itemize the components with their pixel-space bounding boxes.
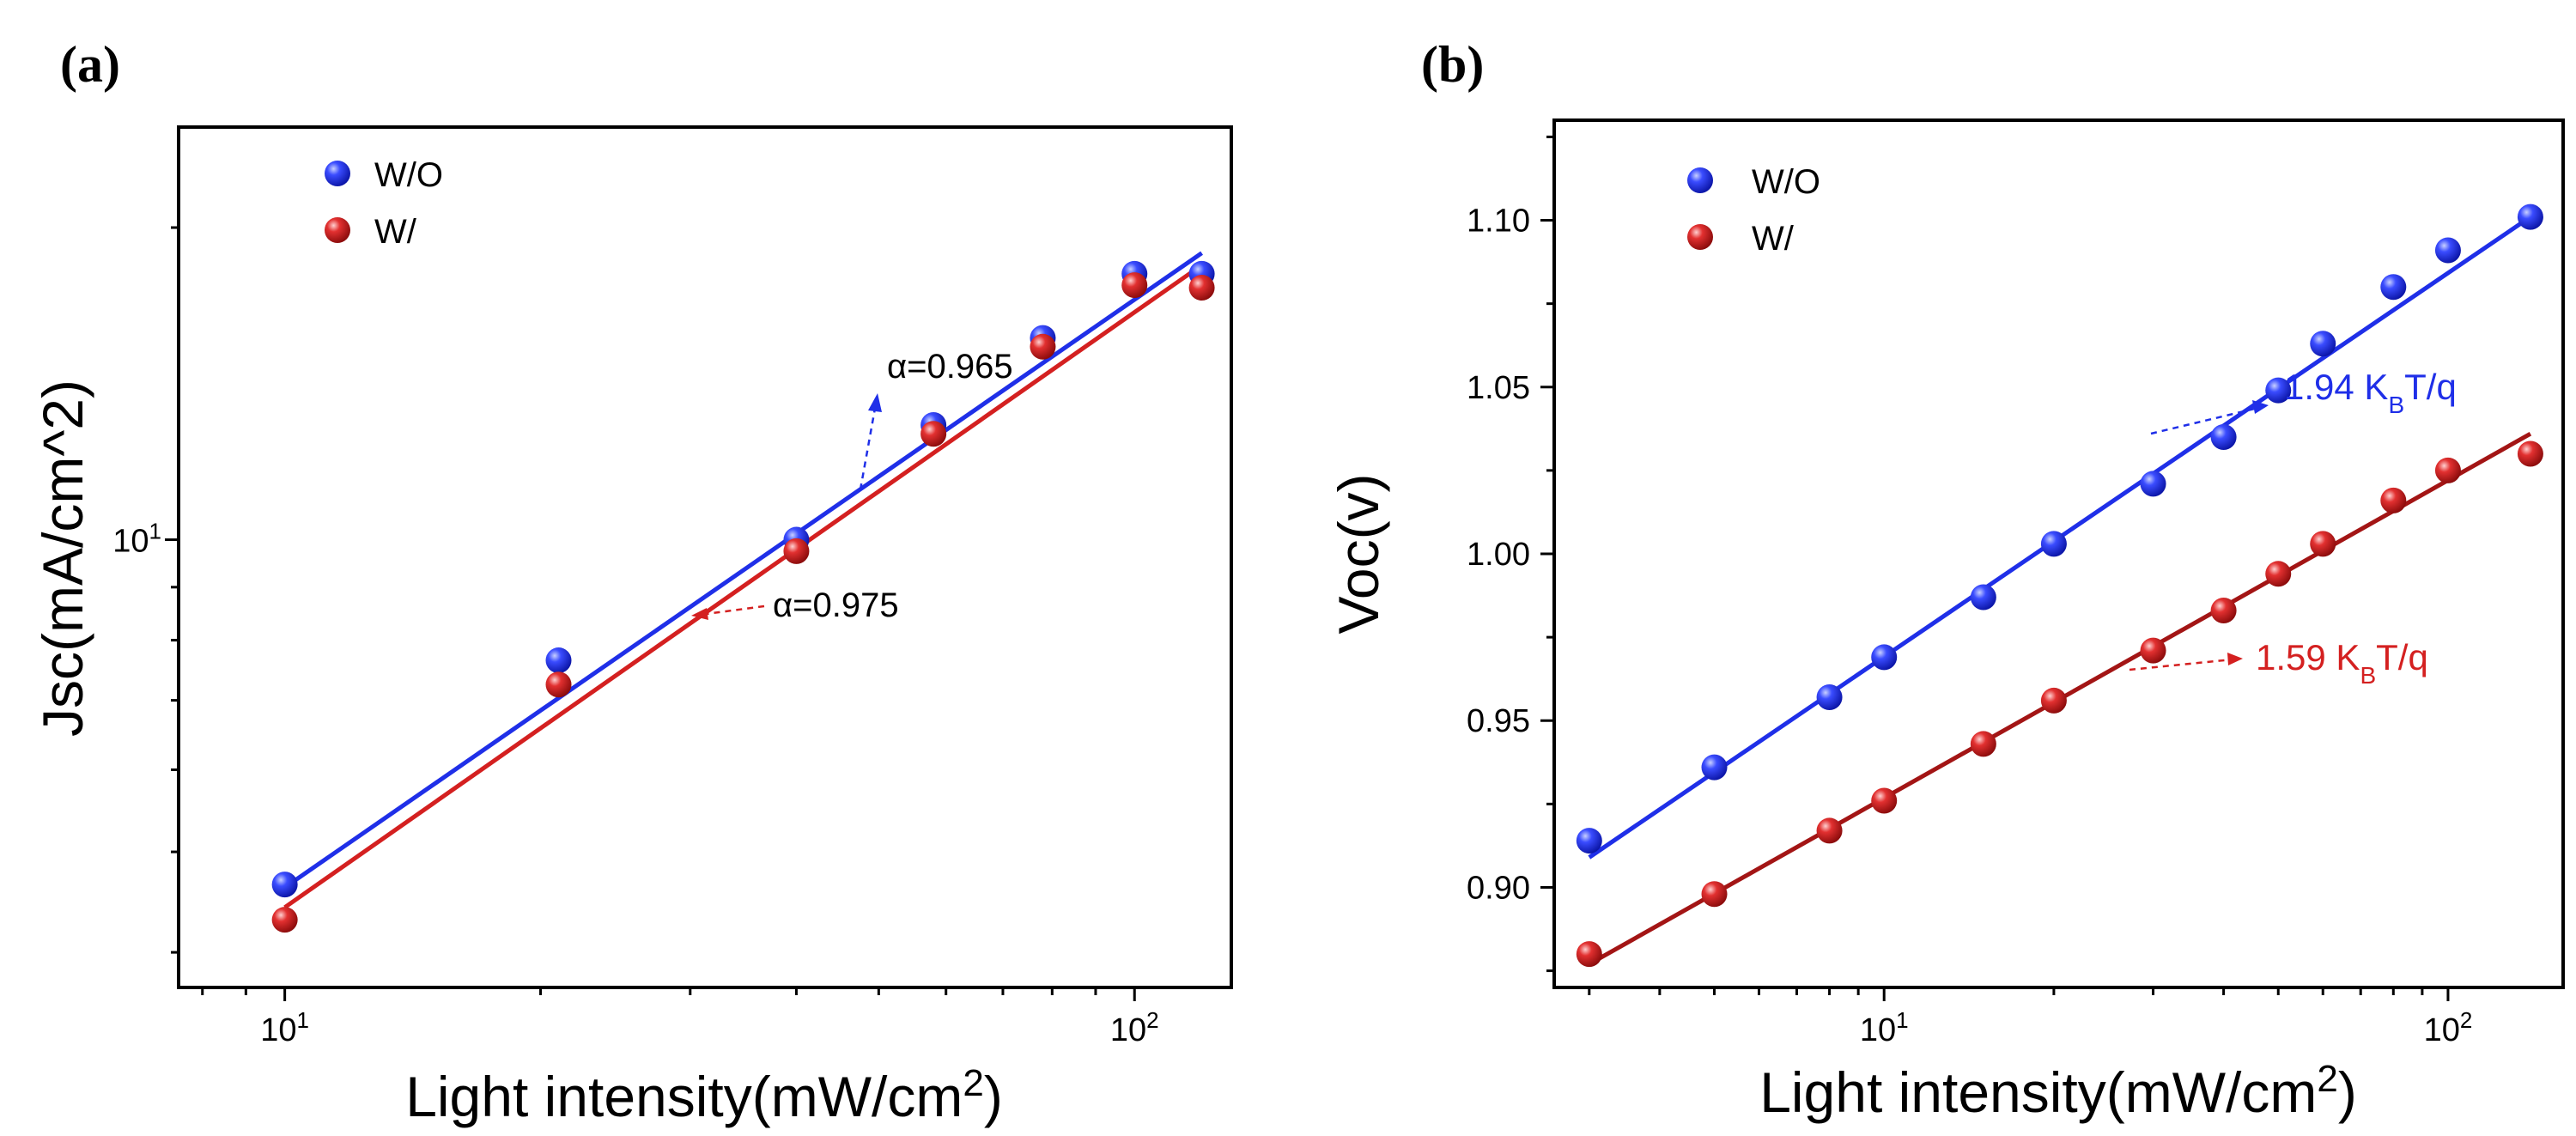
data-point-wo [2140,471,2166,497]
legend-marker-wo [325,161,350,186]
y-axis-title-b: Voc(v) [1327,473,1390,634]
data-point-w [545,671,572,698]
data-point-wo [1816,684,1843,711]
arrowhead [868,393,882,412]
data-point-wo [2517,204,2543,230]
plot-frame-a [177,125,1233,989]
y-tick-label: 1.00 [1467,537,1530,573]
ticks-b [1540,135,2450,1001]
annotation-text: 1.59 KBT/q [2256,637,2428,689]
data-point-w [783,538,810,564]
data-point-w [1970,731,1996,757]
data-point-w [2210,598,2237,624]
panel-label-b: (b) [1421,36,1484,93]
data-point-wo [2210,424,2237,451]
annotation-slope-wo: 1.94 KBT/q [2150,367,2457,435]
fit-line-w [283,263,1204,909]
arrowhead [2227,653,2243,665]
data-point-wo [1871,644,1898,671]
data-point-wo [2265,377,2292,404]
x-tick-label: 101 [1860,1007,1909,1048]
legend-marker-w [325,217,350,243]
y-tick-label: 101 [112,519,161,560]
data-point-w [2434,457,2461,483]
chart-a: (a) 101 102 101 Light intensity(mW/cm2) … [31,36,1233,1129]
data-point-w [271,907,298,933]
legend-a: W/O W/ [325,156,443,251]
data-point-w [1871,787,1898,814]
data-point-wo [2040,531,2067,557]
legend-label-wo: W/O [374,156,443,194]
data-point-wo [1701,754,1728,781]
annotation-text: 1.94 KBT/q [2284,367,2457,418]
data-point-w [1701,881,1728,908]
y-tick-label: 0.95 [1467,703,1530,739]
legend-label-wo: W/O [1752,163,1820,201]
data-point-w [1030,333,1056,360]
annotation-alpha-w: α=0.975 [691,586,899,624]
data-point-w [2140,637,2166,664]
legend-marker-w [1687,224,1713,250]
data-point-wo [2434,237,2461,264]
data-point-wo [1970,584,1996,611]
data-point-w [1188,275,1215,301]
data-point-wo [545,647,572,674]
data-point-w [2265,561,2292,587]
x-axis-title-b: Light intensity(mW/cm2) [1759,1058,2357,1125]
annotation-text: α=0.975 [773,586,899,624]
ticks-a [165,226,1136,1001]
arrowhead [2252,400,2269,414]
arrowhead [691,608,708,620]
chart-b: (b) 101 102 0.90 0.95 1.00 1.05 1.10 Lig… [1327,36,2565,1125]
data-point-wo [1576,828,1602,854]
y-axis-title-a: Jsc(mA/cm^2) [31,380,94,737]
data-point-wo [2380,274,2407,301]
legend-label-w: W/ [1752,220,1795,258]
x-tick-label: 102 [1110,1007,1159,1048]
legend-b: W/O W/ [1687,163,1820,258]
data-point-w [2517,440,2543,467]
fit-line-wo [283,251,1204,890]
fit-lines-b [1588,215,2532,966]
annotation-arrow [859,403,878,490]
data-point-wo [2310,331,2336,357]
data-point-wo [271,872,298,898]
y-tick-label: 1.05 [1467,370,1530,406]
data-point-w [920,421,947,447]
y-tick-label: 1.10 [1467,204,1530,240]
data-points-a [271,260,1215,933]
x-tick-label: 102 [2424,1007,2473,1048]
legend-label-w: W/ [374,213,417,251]
x-tick-label: 101 [260,1007,309,1048]
legend-marker-wo [1687,167,1713,193]
panel-label-a: (a) [60,36,120,93]
annotation-slope-w: 1.59 KBT/q [2129,637,2428,689]
data-point-w [1121,272,1148,299]
data-point-w [2310,531,2336,557]
fit-lines-a [283,251,1204,909]
data-point-w [2040,687,2067,714]
data-point-w [2380,487,2407,513]
annotation-alpha-wo: α=0.965 [859,348,1013,490]
data-points-b [1576,204,2543,968]
annotation-arrow [2129,658,2233,671]
y-tick-label: 0.90 [1467,870,1530,906]
x-axis-title-a: Light intensity(mW/cm2) [405,1062,1003,1129]
data-point-w [1816,817,1843,844]
annotation-text: α=0.965 [887,348,1013,386]
annotation-arrow [2150,406,2259,435]
data-point-w [1576,941,1602,968]
